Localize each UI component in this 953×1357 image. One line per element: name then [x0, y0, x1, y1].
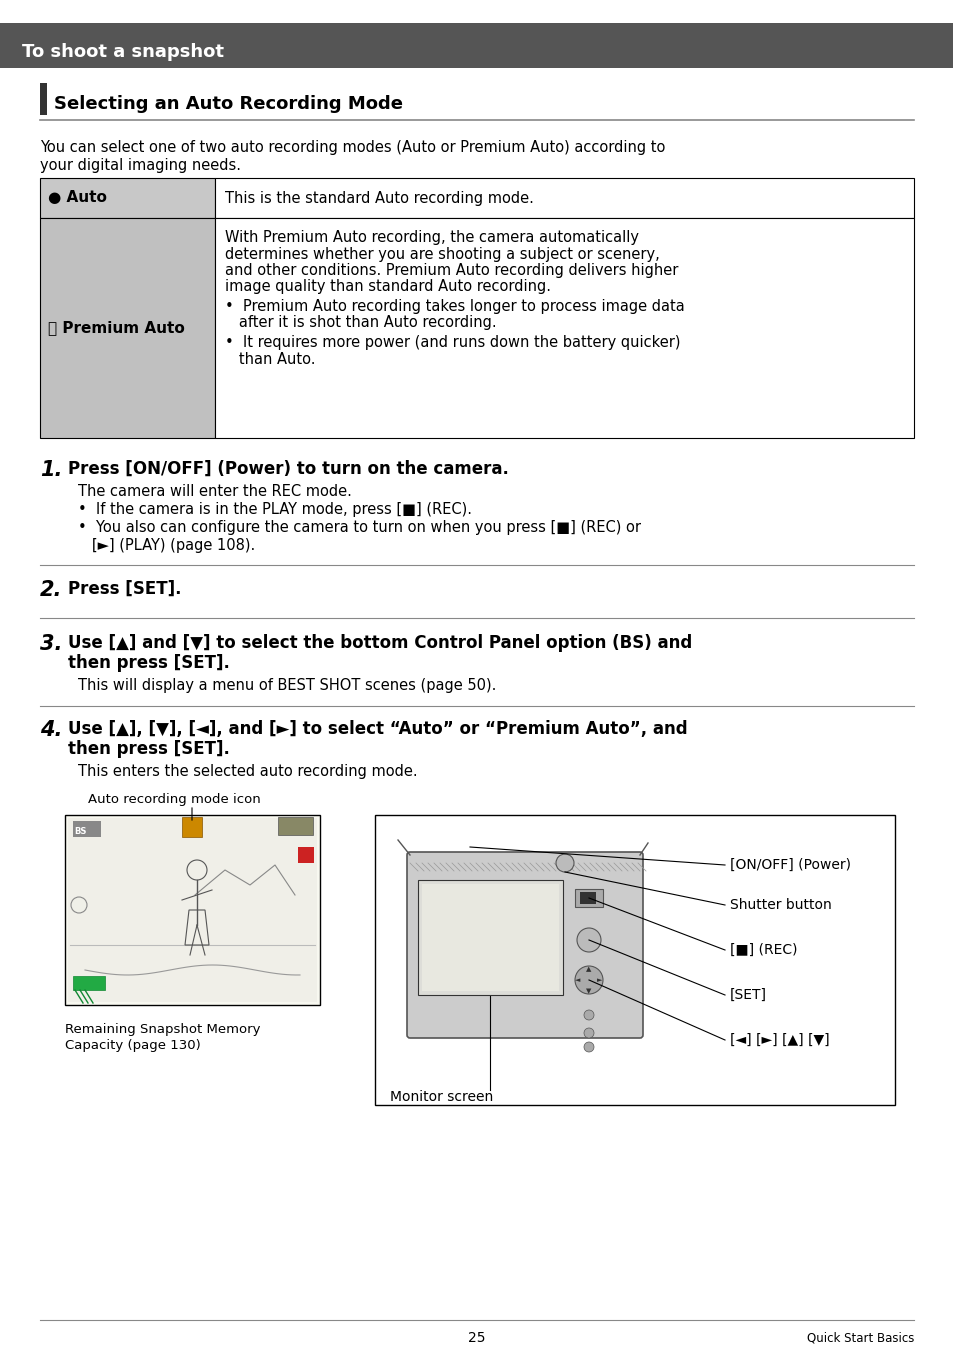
Text: [■] (REC): [■] (REC) [729, 943, 797, 957]
Text: 3.: 3. [40, 634, 62, 654]
Bar [73, 976, 105, 991]
Bar [65, 816, 319, 1006]
Text: This is the standard Auto recording mode.: This is the standard Auto recording mode… [225, 190, 534, 205]
Circle shape [71, 897, 87, 913]
Text: than Auto.: than Auto. [225, 351, 315, 366]
Text: 2.: 2. [40, 579, 62, 600]
Text: ◄: ◄ [575, 977, 580, 982]
Text: Quick Start Basics: Quick Start Basics [806, 1331, 913, 1345]
FancyBboxPatch shape [407, 852, 642, 1038]
Circle shape [583, 1010, 594, 1020]
Text: Monitor screen: Monitor screen [390, 1090, 493, 1105]
Text: The camera will enter the REC mode.: The camera will enter the REC mode. [78, 484, 352, 499]
Bar [68, 818, 316, 1001]
Text: This will display a menu of BEST SHOT scenes (page 50).: This will display a menu of BEST SHOT sc… [78, 678, 496, 693]
Text: ►: ► [597, 977, 602, 982]
Text: With Premium Auto recording, the camera automatically: With Premium Auto recording, the camera … [225, 229, 639, 246]
Bar [182, 817, 202, 837]
Text: To shoot a snapshot: To shoot a snapshot [22, 43, 224, 61]
Text: BS: BS [74, 826, 87, 836]
Text: Capacity (page 130): Capacity (page 130) [65, 1039, 200, 1052]
Text: then press [SET].: then press [SET]. [68, 740, 230, 759]
Text: Press [SET].: Press [SET]. [68, 579, 181, 598]
Text: determines whether you are shooting a subject or scenery,: determines whether you are shooting a su… [225, 247, 659, 262]
Text: ▼: ▼ [586, 988, 591, 993]
Text: Auto recording mode icon: Auto recording mode icon [88, 792, 260, 806]
Bar [375, 816, 894, 1105]
Text: your digital imaging needs.: your digital imaging needs. [40, 157, 241, 172]
Text: This enters the selected auto recording mode.: This enters the selected auto recording … [78, 764, 417, 779]
Bar [575, 889, 602, 906]
Text: You can select one of two auto recording modes (Auto or Premium Auto) according : You can select one of two auto recording… [40, 140, 664, 155]
Circle shape [583, 1042, 594, 1052]
Circle shape [575, 966, 602, 993]
Bar [40, 83, 47, 115]
Text: •  It requires more power (and runs down the battery quicker): • It requires more power (and runs down … [225, 335, 679, 350]
Text: ⓹ Premium Auto: ⓹ Premium Auto [48, 320, 185, 335]
Bar [579, 892, 596, 904]
Bar [417, 879, 562, 995]
Bar [73, 821, 101, 837]
Text: •  If the camera is in the PLAY mode, press [■] (REC).: • If the camera is in the PLAY mode, pre… [78, 502, 472, 517]
Text: [◄] [►] [▲] [▼]: [◄] [►] [▲] [▼] [729, 1033, 829, 1048]
Bar [277, 817, 313, 835]
Bar [421, 883, 558, 991]
Text: •  You also can configure the camera to turn on when you press [■] (REC) or: • You also can configure the camera to t… [78, 520, 640, 535]
Circle shape [577, 928, 600, 953]
Text: Use [▲], [▼], [◄], and [►] to select “Auto” or “Premium Auto”, and: Use [▲], [▼], [◄], and [►] to select “Au… [68, 721, 687, 738]
Text: image quality than standard Auto recording.: image quality than standard Auto recordi… [225, 280, 551, 294]
Bar [214, 218, 913, 438]
Text: ● Auto: ● Auto [48, 190, 107, 205]
Bar [40, 178, 214, 218]
Text: ▲: ▲ [586, 966, 591, 972]
Text: [►] (PLAY) (page 108).: [►] (PLAY) (page 108). [78, 537, 255, 554]
Bar [297, 847, 314, 863]
Text: Remaining Snapshot Memory: Remaining Snapshot Memory [65, 1023, 260, 1035]
Bar [214, 178, 913, 218]
Text: 4.: 4. [40, 721, 62, 740]
Text: Shutter button: Shutter button [729, 898, 831, 912]
Text: Use [▲] and [▼] to select the bottom Control Panel option (BS) and: Use [▲] and [▼] to select the bottom Con… [68, 634, 692, 651]
Text: Press [ON/OFF] (Power) to turn on the camera.: Press [ON/OFF] (Power) to turn on the ca… [68, 460, 508, 478]
Text: and other conditions. Premium Auto recording delivers higher: and other conditions. Premium Auto recor… [225, 263, 678, 278]
Text: [ON/OFF] (Power): [ON/OFF] (Power) [729, 858, 850, 873]
Bar [40, 218, 214, 438]
Text: •  Premium Auto recording takes longer to process image data: • Premium Auto recording takes longer to… [225, 299, 684, 313]
Text: 25: 25 [468, 1331, 485, 1345]
Text: then press [SET].: then press [SET]. [68, 654, 230, 672]
Text: 1.: 1. [40, 460, 62, 480]
Circle shape [583, 1029, 594, 1038]
Text: [SET]: [SET] [729, 988, 766, 1001]
Bar [0, 23, 953, 68]
Text: after it is shot than Auto recording.: after it is shot than Auto recording. [225, 315, 497, 331]
Circle shape [556, 854, 574, 873]
Text: Selecting an Auto Recording Mode: Selecting an Auto Recording Mode [54, 95, 402, 113]
